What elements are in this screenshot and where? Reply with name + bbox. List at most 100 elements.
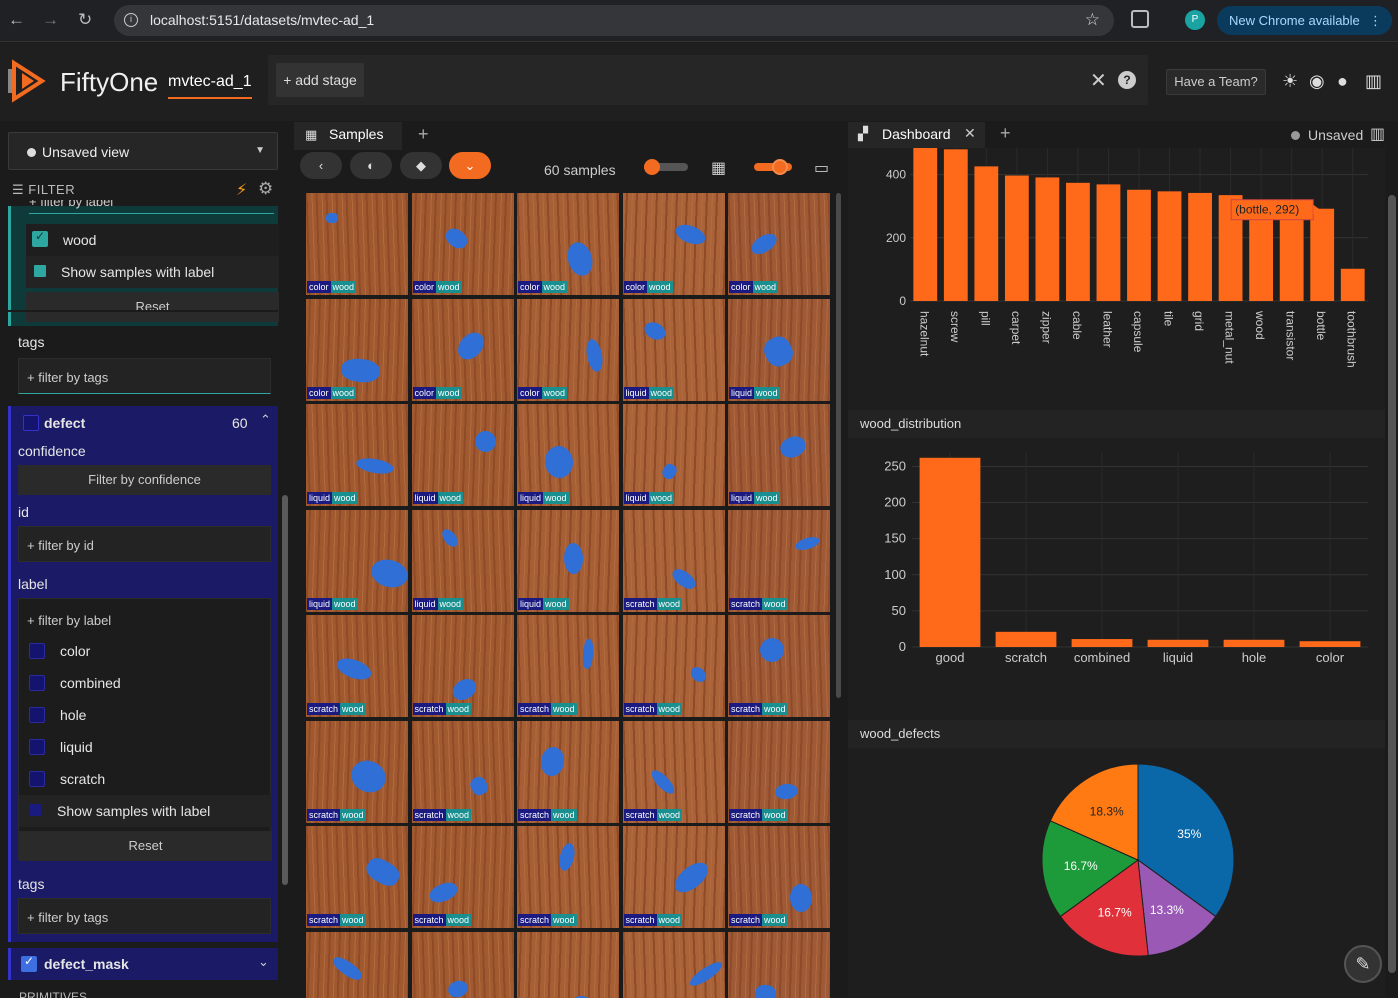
extensions-icon[interactable] [1131,10,1149,28]
edit-pencil-icon[interactable]: ✎ [1344,945,1382,983]
clear-view-icon[interactable]: ✕ [1090,70,1107,92]
label-option[interactable]: combined [19,667,270,699]
defect-checkbox[interactable] [23,415,39,431]
github-icon[interactable]: ● [1337,71,1348,91]
label-option[interactable]: scratch [19,763,270,795]
sample-tile[interactable] [306,931,408,998]
sample-tile[interactable]: scratch wood [517,826,619,928]
tag-icon[interactable]: ◆ [400,152,442,179]
sample-tile[interactable]: scratch wood [411,720,514,823]
lightning-icon[interactable]: ⚡ [236,182,248,199]
sample-tile[interactable]: color wood [411,193,514,295]
label-option[interactable]: liquid [19,731,270,763]
filter-label-input-cut[interactable]: + filter by label [29,200,274,214]
new-chrome-button[interactable]: New Chrome available ⋮ [1217,6,1392,35]
sample-tile[interactable]: liquid wood [517,404,619,506]
tab-dashboard[interactable]: ▞ Dashboard ✕ [848,122,985,148]
dataset-name[interactable]: mvtec-ad_1 [168,73,252,99]
filter-id-input[interactable]: + filter by id [18,526,271,562]
help-icon[interactable]: ? [1118,71,1136,89]
sample-tile[interactable]: scratch wood [306,826,408,928]
sample-tile[interactable]: scratch wood [728,720,830,823]
checkbox-icon[interactable] [29,643,45,659]
filter-tags-input-2[interactable]: + filter by tags [18,898,271,934]
sample-tile[interactable]: color wood [411,298,514,401]
address-bar[interactable]: i localhost:5151/datasets/mvtec-ad_1 ☆ [114,5,1114,36]
sample-tile[interactable]: color wood [517,298,619,401]
sample-tile[interactable]: scratch wood [306,720,408,823]
profile-avatar[interactable]: P [1185,10,1205,30]
label-option[interactable]: hole [19,699,270,731]
sample-tile[interactable] [517,931,619,998]
forward-icon[interactable]: → [42,10,59,29]
list-item[interactable]: ✓ wood [26,224,279,256]
sample-tile[interactable]: liquid wood [728,298,830,401]
sample-tile[interactable]: liquid wood [517,509,619,612]
thumbnail-size-slider[interactable] [754,159,792,175]
filter-label-placeholder[interactable]: + filter by label [27,613,112,628]
sample-tile[interactable]: scratch wood [517,720,619,823]
sample-tile[interactable]: color wood [306,298,408,401]
have-team-button[interactable]: Have a Team? [1166,69,1266,95]
sample-tile[interactable]: scratch wood [411,615,514,717]
grid-zoom-slider[interactable] [644,159,688,175]
checkbox-icon[interactable]: ✓ [21,954,37,972]
dashboard-scrollbar[interactable] [1388,195,1396,973]
tab-samples[interactable]: ▦ Samples [294,122,402,150]
sample-tile[interactable]: liquid wood [622,298,725,401]
options-dropdown-icon[interactable]: ⌄ [449,152,491,179]
reset-button[interactable]: Reset [26,292,279,322]
add-panel-icon[interactable]: + [1000,123,1011,143]
filter-confidence-button[interactable]: Filter by confidence [18,465,271,495]
sample-tile[interactable]: liquid wood [411,404,514,506]
chevron-up-icon[interactable]: ⌃ [260,412,271,427]
sidebar-scrollbar[interactable] [282,495,288,885]
checkbox-icon[interactable]: ✓ [32,229,48,247]
sample-tile[interactable]: scratch wood [728,509,830,612]
sample-tile[interactable]: scratch wood [622,720,725,823]
show-samples-toggle[interactable]: Show samples with label [26,256,279,288]
site-info-icon[interactable]: i [124,13,138,27]
show-samples-toggle-2[interactable]: Show samples with label [19,795,272,827]
theme-sun-icon[interactable]: ☀ [1282,71,1299,91]
defect-mask-row[interactable]: ✓ defect_mask ⌄ [8,948,278,980]
reset-button-2[interactable]: Reset [19,831,272,861]
checkbox-icon[interactable] [29,739,45,755]
back-icon[interactable]: ← [8,10,25,29]
filter-tags-input[interactable]: + filter by tags [18,358,271,394]
view-selector[interactable]: Unsaved view ▼ [8,132,278,170]
add-panel-icon[interactable]: + [418,124,429,144]
sample-tile[interactable]: scratch wood [622,509,725,612]
sample-tile[interactable]: scratch wood [411,826,514,928]
fullscreen-icon[interactable]: ▭ [814,160,830,177]
docs-book-icon[interactable]: ▥ [1365,71,1383,91]
label-option[interactable]: color [19,635,270,667]
sample-tile[interactable]: color wood [517,193,619,295]
reload-icon[interactable]: ↻ [78,10,93,29]
sample-tile[interactable]: color wood [622,193,725,295]
sample-tile[interactable]: liquid wood [306,509,408,612]
sample-tile[interactable]: scratch wood [728,826,830,928]
grid-scrollbar[interactable] [836,193,841,698]
sample-tile[interactable] [622,931,725,998]
sample-tile[interactable]: scratch wood [306,615,408,717]
sample-tile[interactable] [728,931,830,998]
discord-icon[interactable]: ◉ [1309,71,1325,91]
add-stage-button[interactable]: + add stage [276,63,364,97]
grid-view-icon[interactable]: ▦ [711,160,727,177]
layout-icon[interactable]: ▥ [1370,126,1386,143]
sample-tile[interactable] [411,931,514,998]
chevron-down-icon[interactable]: ⌄ [258,954,269,969]
url-text[interactable]: localhost:5151/datasets/mvtec-ad_1 [150,12,375,28]
sample-tile[interactable]: liquid wood [728,404,830,506]
sample-tile[interactable]: scratch wood [517,615,619,717]
sample-tile[interactable]: liquid wood [306,404,408,506]
settings-gear-icon[interactable]: ⚙ [258,179,274,198]
checkbox-icon[interactable] [29,771,45,787]
sample-tile[interactable]: color wood [728,193,830,295]
sample-tile[interactable]: color wood [306,193,408,295]
sample-tile[interactable]: scratch wood [728,615,830,717]
bookmark-star-icon[interactable]: ☆ [1084,10,1100,29]
checkbox-icon[interactable] [29,675,45,691]
sample-tile[interactable]: liquid wood [411,509,514,612]
